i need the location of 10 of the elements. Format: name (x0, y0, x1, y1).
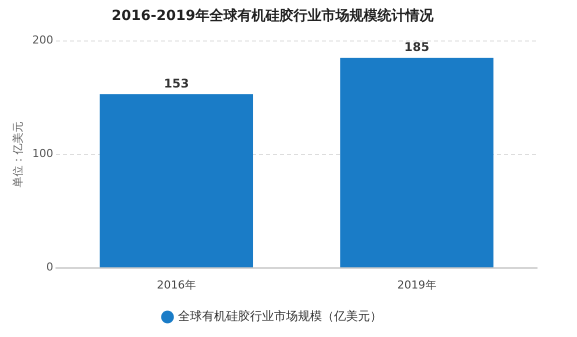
y-tick-label: 0 (46, 260, 54, 274)
y-tick-label: 100 (32, 147, 54, 160)
x-tick-label: 2019年 (397, 278, 436, 292)
data-label: 153 (164, 76, 189, 90)
legend-label: 全球有机硅胶行业市场规模（亿美元） (178, 309, 382, 324)
y-axis-title: 单位：亿美元 (11, 121, 24, 188)
y-tick-label: 200 (32, 34, 54, 47)
data-label: 185 (404, 40, 430, 54)
x-tick-label: 2016年 (156, 278, 196, 292)
chart-title: 2016-2019年全球有机硅胶行业市场规模统计情况 (112, 7, 434, 24)
